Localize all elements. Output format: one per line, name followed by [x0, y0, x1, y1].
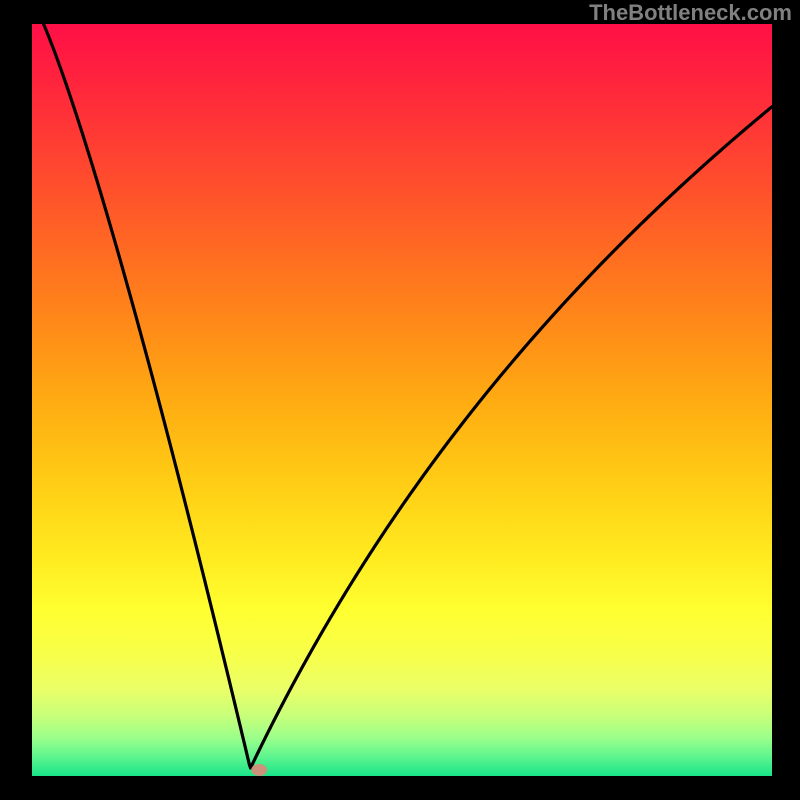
- plot-background: [32, 24, 772, 776]
- plot-svg: [0, 0, 800, 800]
- optimal-marker: [251, 764, 267, 776]
- chart-container: TheBottleneck.com: [0, 0, 800, 800]
